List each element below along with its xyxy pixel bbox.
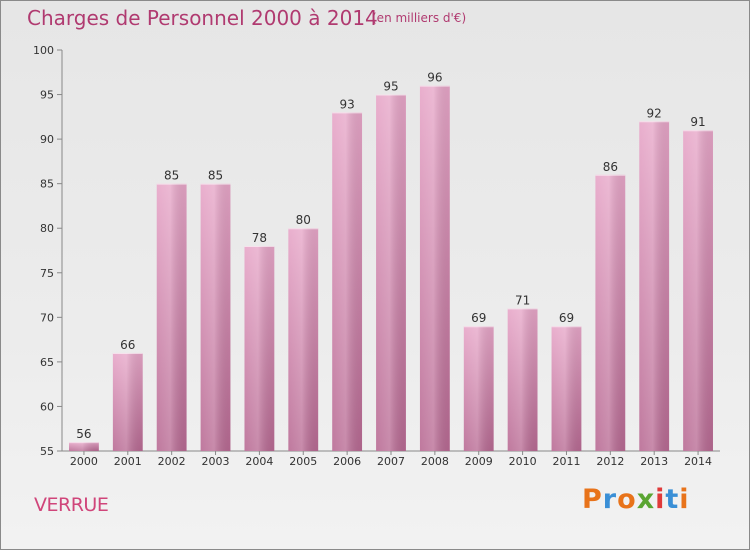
bar-shine (507, 308, 538, 451)
bar-shine (200, 183, 231, 451)
data-label: 95 (383, 80, 398, 94)
data-label: 69 (559, 311, 574, 325)
y-tick-label: 75 (40, 267, 54, 280)
x-tick-label: 2008 (421, 455, 449, 468)
bar-shine (683, 130, 713, 451)
y-tick-label: 85 (40, 178, 54, 191)
data-label: 92 (647, 106, 662, 120)
data-label: 85 (208, 169, 223, 183)
y-tick-label: 95 (40, 89, 54, 102)
x-tick-label: 2010 (509, 455, 537, 468)
bars (69, 85, 713, 452)
x-tick-label: 2003 (202, 455, 230, 468)
y-tick-label: 100 (33, 44, 54, 57)
y-tick-label: 65 (40, 356, 54, 369)
logo-letter: r (602, 484, 618, 515)
bar-shine (244, 246, 275, 451)
logo-letter: t (665, 484, 680, 515)
x-tick-label: 2009 (465, 455, 493, 468)
x-tick-label: 2011 (552, 455, 580, 468)
bar-shine (156, 183, 187, 451)
y-tick-label: 55 (40, 445, 54, 458)
data-label: 96 (427, 71, 442, 85)
y-tick-label: 70 (40, 311, 54, 324)
data-label: 91 (690, 115, 705, 129)
logo-letter: P (582, 484, 603, 515)
data-label: 80 (296, 213, 311, 227)
bar-shine (595, 174, 626, 451)
data-label: 69 (471, 311, 486, 325)
bar-shine (332, 112, 363, 451)
data-label: 85 (164, 169, 179, 183)
x-tick-label: 2013 (640, 455, 668, 468)
x-tick-label: 2012 (596, 455, 624, 468)
bar-shine (419, 85, 450, 452)
x-tick-label: 2005 (289, 455, 317, 468)
data-label: 71 (515, 293, 530, 307)
bar-shine (463, 326, 494, 451)
y-tick-label: 60 (40, 400, 54, 413)
x-tick-label: 2014 (684, 455, 712, 468)
bar-shine (69, 442, 99, 451)
data-label: 56 (76, 427, 91, 441)
x-tick-label: 2001 (114, 455, 142, 468)
data-label: 93 (339, 97, 354, 111)
logo-letter: i (679, 484, 690, 515)
chart-subtitle: (en milliers d'€) (372, 11, 467, 25)
chart-title: Charges de Personnel 2000 à 2014 (27, 6, 378, 30)
x-tick-label: 2000 (70, 455, 98, 468)
place-name: VERRUE (34, 494, 109, 516)
y-tick-label: 90 (40, 133, 54, 146)
logo-letter: x (636, 484, 656, 515)
bar-shine (551, 326, 582, 451)
logo-letter: i (655, 484, 666, 515)
x-tick-label: 2004 (245, 455, 273, 468)
data-label: 78 (252, 231, 267, 245)
x-tick-label: 2007 (377, 455, 405, 468)
bar-shine (376, 94, 406, 452)
data-label: 86 (603, 160, 618, 174)
bar-shine (288, 228, 319, 451)
bar-shine (639, 121, 670, 452)
logo-letter: o (617, 484, 637, 515)
proxiti-logo[interactable]: Proxiti (582, 484, 690, 515)
y-tick-label: 80 (40, 222, 54, 235)
data-label: 66 (120, 338, 135, 352)
bar-shine (112, 352, 143, 451)
x-tick-label: 2006 (333, 455, 361, 468)
x-tick-label: 2002 (158, 455, 186, 468)
labels: 56 66 85 85 78 80 93 95 96 69 71 69 86 92 91 (76, 71, 705, 441)
